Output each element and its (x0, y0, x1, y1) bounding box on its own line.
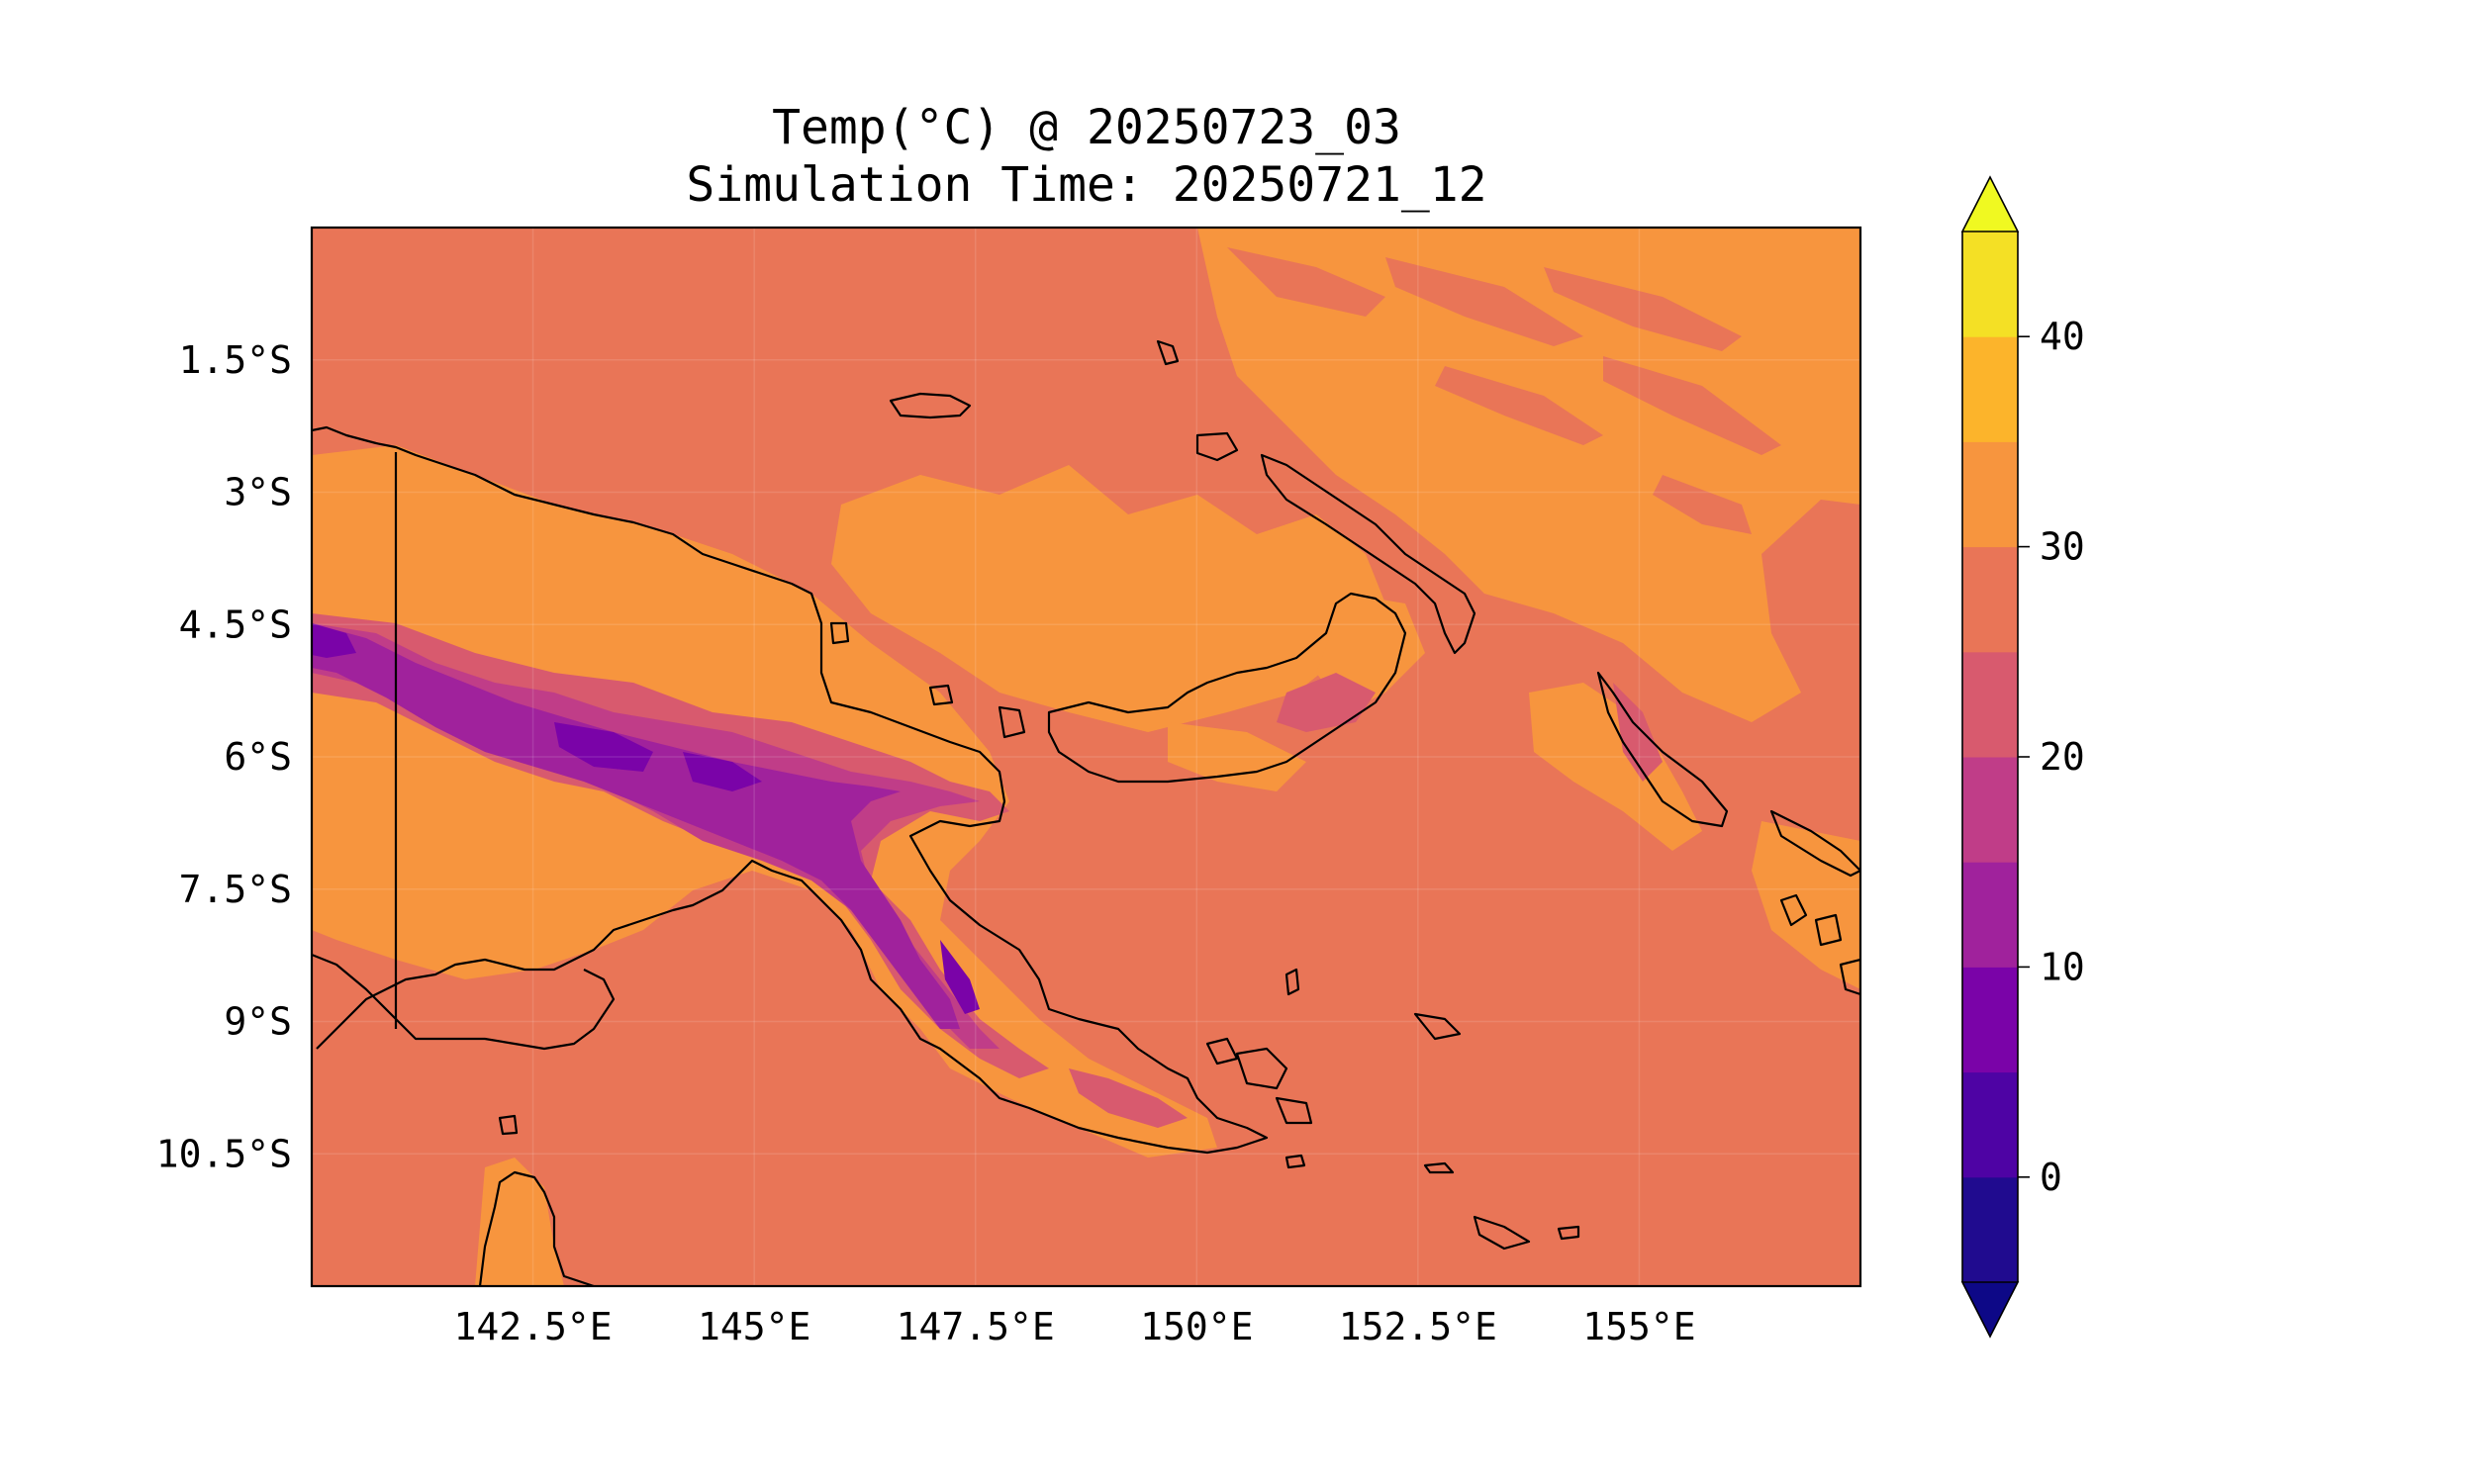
coastline-dentrecasteaux-3 (1275, 1096, 1313, 1125)
x-tick-label: 147.5°E (897, 1305, 1055, 1348)
x-tick-label: 150°E (1140, 1305, 1253, 1348)
colorbar-tick-label: 40 (2040, 315, 2085, 358)
y-tick-label: 6°S (224, 735, 292, 779)
coastline-torres-island (498, 1114, 519, 1136)
colorbar-segment (1962, 546, 2018, 653)
coastline-new-ireland (1260, 453, 1476, 655)
map-panel (312, 228, 1860, 1286)
coastline-manus (889, 392, 972, 419)
coastline-solomons-3 (1814, 913, 1843, 947)
y-tick-label: 10.5°S (156, 1132, 292, 1175)
coastline-cape-york (478, 1170, 595, 1286)
colorbar-segment (1962, 862, 2018, 968)
colorbar-tick-label: 10 (2040, 945, 2085, 988)
coastline-southern-gulf (312, 953, 616, 1051)
colorbar-tick-label: 30 (2040, 525, 2085, 569)
y-tick-label: 7.5°S (179, 868, 292, 911)
coastline-new-hanover (1195, 431, 1239, 462)
coastline-karkar (829, 621, 850, 645)
colorbar-segment (1962, 1176, 2018, 1283)
colorbar-segment (1962, 441, 2018, 548)
coastline-new-guinea (312, 425, 1269, 1155)
coastline-umboi (998, 705, 1026, 739)
coastline-bougainville (1596, 671, 1729, 828)
colorbar-segment (1962, 1071, 2018, 1178)
chart-title-line-2: Simulation Time: 20250721_12 (686, 157, 1486, 213)
coastline-dentrecasteaux-1 (1205, 1037, 1239, 1066)
colorbar-tick-label: 0 (2040, 1156, 2062, 1199)
coastline-louisiade-2 (1557, 1225, 1580, 1241)
colorbar-segment (1962, 967, 2018, 1073)
colorbar: 0 10 20 30 40 (1960, 175, 2085, 1339)
colorbar-segment (1962, 651, 2018, 758)
y-axis-tick-labels: 1.5°S 3°S 4.5°S 6°S 7.5°S 9°S 10.5°S (156, 338, 292, 1176)
x-tick-label: 152.5°E (1339, 1305, 1497, 1348)
chart-title-line-1: Temp(°C) @ 20250723_03 (772, 100, 1401, 155)
colorbar-extend-max (1960, 175, 2020, 232)
y-tick-label: 9°S (224, 1000, 292, 1044)
colorbar-segment (1962, 336, 2018, 442)
map-gridlines (312, 228, 1860, 1286)
x-tick-label: 145°E (698, 1305, 810, 1348)
coastline-louisiade-1 (1473, 1215, 1531, 1251)
y-tick-label: 4.5°S (179, 603, 292, 646)
colorbar-extend-min (1960, 1281, 2020, 1339)
coastline-kiriwina (1285, 1154, 1306, 1169)
coastline-solomons-2 (1779, 893, 1808, 927)
x-axis-tick-labels: 142.5°E 145°E 147.5°E 150°E 152.5°E 155°E (453, 1305, 1695, 1348)
colorbar-segment (1962, 757, 2018, 863)
coastline-new-britain (1047, 592, 1407, 784)
coastline-solomons-1 (1769, 809, 1860, 878)
coastline-mussau (1156, 339, 1180, 366)
coastline-trobriand (1413, 1012, 1462, 1041)
coastline-long-island (928, 684, 954, 706)
y-tick-label: 3°S (224, 471, 292, 514)
coastline-rossel (1423, 1161, 1455, 1174)
coastlines (312, 339, 1860, 1286)
coastline-solomons-4 (1839, 958, 1860, 996)
colorbar-segment (1962, 232, 2018, 337)
coastline-dentrecasteaux-2 (1235, 1047, 1288, 1090)
x-tick-label: 142.5°E (453, 1305, 612, 1348)
y-tick-label: 1.5°S (179, 338, 292, 382)
temperature-highland-band-3 (312, 623, 960, 1029)
coastline-woodlark (1285, 968, 1300, 996)
x-tick-label: 155°E (1582, 1305, 1695, 1348)
temperature-highland-band-4 (312, 623, 980, 1014)
colorbar-tick-label: 20 (2040, 735, 2085, 779)
map-frame (310, 226, 1862, 1288)
